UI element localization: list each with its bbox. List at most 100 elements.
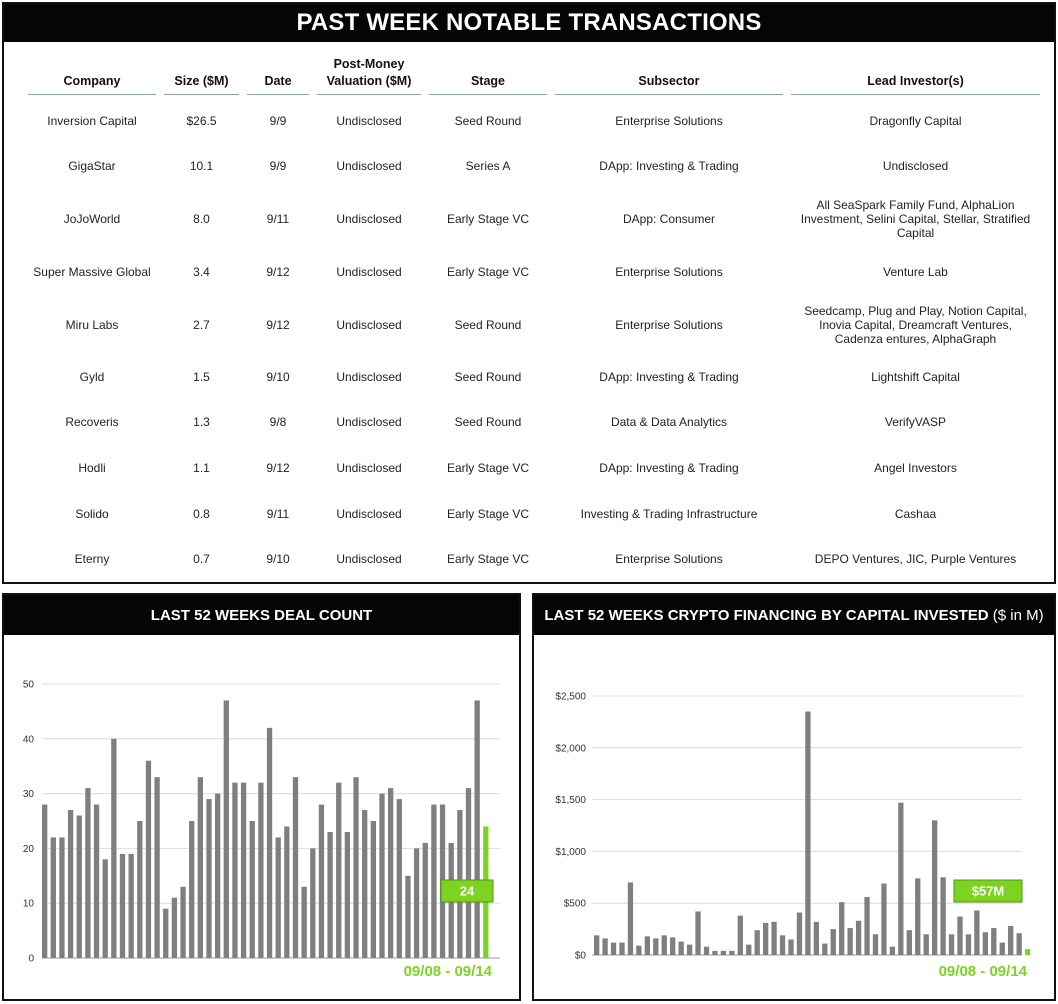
cell-stage: Early Stage VC [446, 460, 530, 475]
bar [991, 928, 997, 955]
cell-valuation: Undisclosed [336, 506, 402, 521]
callout-box [440, 879, 494, 903]
cell-subsector: Enterprise Solutions [615, 317, 723, 332]
bar [974, 910, 980, 955]
date-range-label: 09/08 - 09/14 [939, 963, 1028, 980]
y-tick-label: 0 [28, 954, 34, 965]
bar [830, 929, 836, 955]
y-tick-label: 30 [23, 789, 35, 800]
cell-valuation: Undisclosed [336, 158, 402, 173]
bar [813, 921, 819, 955]
bar [864, 896, 870, 955]
bar [999, 942, 1005, 955]
bar [923, 934, 929, 955]
bar [163, 908, 169, 958]
cell-company: Gyld [79, 369, 105, 384]
cell-lead-investors: Undisclosed [882, 158, 949, 173]
cell-date: 9/12 [266, 317, 290, 332]
bar [847, 928, 853, 955]
cell-stage: Early Stage VC [446, 264, 530, 279]
bar [310, 848, 316, 958]
table-row: Recoveris 1.3 9/8 Undisclosed Seed Round Data… [24, 399, 1044, 445]
y-tick-label: 10 [23, 899, 35, 910]
bar [327, 831, 333, 958]
callout-box [953, 879, 1023, 903]
column-header-label: Post-Money Valuation ($M) [317, 56, 421, 95]
bar [379, 793, 385, 958]
cell-date: 9/11 [266, 506, 290, 521]
bar [763, 922, 769, 955]
bar [737, 915, 743, 955]
bar [906, 930, 912, 955]
cell-date: 9/11 [266, 211, 290, 226]
bar [128, 853, 134, 958]
bar [771, 921, 777, 955]
table-body: Inversion Capital $26.5 9/9 Undisclosed Seed… [24, 99, 1044, 581]
cell-valuation: Undisclosed [336, 211, 402, 226]
bar [258, 782, 264, 958]
financing-panel: LAST 52 WEEKS CRYPTO FINANCING BY CAPITA… [532, 593, 1056, 1001]
cell-size: 8.0 [193, 211, 210, 226]
bar [957, 916, 963, 955]
y-tick-label: $2,500 [555, 692, 586, 703]
callout-value: $57M [972, 884, 1005, 899]
bar [670, 937, 676, 955]
transactions-panel: PAST WEEK NOTABLE TRANSACTIONS Company Si… [2, 2, 1056, 584]
financing-title: LAST 52 WEEKS CRYPTO FINANCING BY CAPITA… [534, 595, 1054, 635]
cell-stage: Seed Round [454, 317, 522, 332]
cell-subsector: Investing & Trading Infrastructure [580, 506, 758, 521]
cell-size: 10.1 [189, 158, 214, 173]
transactions-title: PAST WEEK NOTABLE TRANSACTIONS [4, 4, 1054, 42]
bar [180, 886, 186, 958]
cell-subsector: Enterprise Solutions [615, 113, 723, 128]
cell-size: 0.7 [193, 551, 210, 566]
bar [653, 938, 659, 955]
bar [275, 837, 281, 958]
bar [154, 777, 160, 958]
table-row: Gyld 1.5 9/10 Undisclosed Seed Round DApp: In… [24, 355, 1044, 399]
cell-company: GigaStar [68, 158, 116, 173]
cell-lead-investors: VerifyVASP [884, 414, 947, 429]
table-row: JoJoWorld 8.0 9/11 Undisclosed Early Stage V… [24, 189, 1044, 249]
callout-value: 24 [460, 884, 475, 899]
cell-valuation: Undisclosed [336, 551, 402, 566]
table-row: Solido 0.8 9/11 Undisclosed Early Stage VC In… [24, 491, 1044, 537]
bar [779, 935, 786, 955]
bar [465, 788, 472, 958]
bar [610, 942, 617, 955]
bar [594, 935, 600, 955]
bar [67, 810, 74, 958]
bar [93, 804, 100, 958]
cell-company: Inversion Capital [47, 113, 137, 128]
bar [215, 793, 221, 958]
bar [145, 760, 152, 958]
cell-size: 0.8 [193, 506, 210, 521]
bar [353, 777, 359, 958]
y-tick-label: $1,500 [555, 795, 586, 806]
cell-valuation: Undisclosed [336, 369, 402, 384]
bar [661, 935, 667, 955]
table-row: Miru Labs 2.7 9/12 Undisclosed Seed Round Ent… [24, 295, 1044, 355]
bar [822, 943, 828, 955]
cell-stage: Early Stage VC [446, 211, 530, 226]
column-header-label: Lead Investor(s) [791, 73, 1040, 95]
bar [881, 883, 887, 955]
cell-lead-investors: Lightshift Capital [871, 369, 960, 384]
bar [137, 821, 143, 958]
y-tick-label: 40 [23, 734, 35, 745]
cell-subsector: DApp: Consumer [622, 211, 716, 226]
cell-subsector: Enterprise Solutions [615, 551, 723, 566]
bar [240, 782, 247, 958]
cell-stage: Early Stage VC [446, 551, 530, 566]
cell-lead-investors: DEPO Ventures, JIC, Purple Ventures [814, 551, 1017, 566]
cell-date: 9/9 [269, 158, 287, 173]
bar [872, 934, 879, 955]
bar [42, 804, 48, 958]
bar [940, 877, 946, 955]
bar [754, 930, 760, 955]
bar [102, 859, 108, 958]
date-range-label: 09/08 - 09/14 [404, 963, 493, 980]
column-header-label: Stage [429, 73, 547, 95]
bar [422, 842, 428, 958]
column-header-company: Company [24, 56, 160, 99]
